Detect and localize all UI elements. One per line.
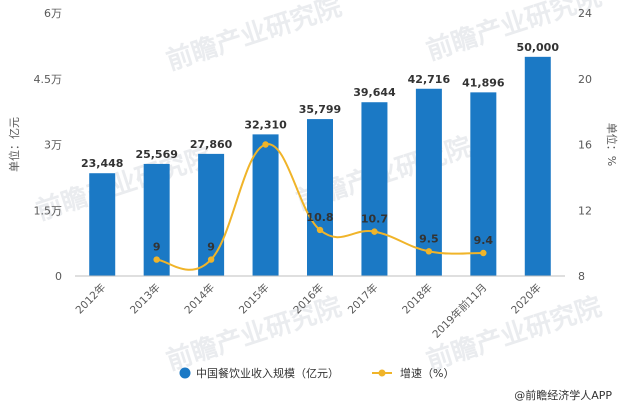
- bar-value-label: 50,000: [517, 41, 560, 54]
- watermark-text: 前瞻产业研究院: [163, 0, 346, 77]
- legend-line-dot: [378, 369, 386, 377]
- growth-line: [153, 141, 487, 271]
- bar: [198, 153, 225, 276]
- bar-value-label: 35,799: [299, 103, 341, 116]
- y-right-tick-label: 8: [578, 270, 585, 283]
- bar: [89, 173, 116, 276]
- growth-value-label: 9.5: [419, 232, 439, 245]
- bar: [361, 102, 388, 276]
- bar: [307, 119, 333, 276]
- bar: [470, 92, 497, 276]
- bar-value-label: 32,310: [244, 118, 287, 131]
- y-left-axis-title: 单位：亿元: [7, 117, 21, 172]
- growth-point: [371, 228, 378, 235]
- y-right-tick-label: 20: [578, 73, 592, 86]
- bar: [252, 134, 279, 276]
- x-tick-label: 2013年: [127, 281, 163, 317]
- y-right-tick-label: 12: [578, 204, 592, 217]
- source-credit: @前瞻经济学人APP: [514, 388, 612, 402]
- growth-value-label: 10.7: [361, 213, 388, 226]
- bar-value-label: 27,860: [190, 138, 233, 151]
- x-tick-label: 2017年: [345, 281, 381, 317]
- growth-value-label: 10.8: [306, 211, 333, 224]
- bar-value-label: 41,896: [462, 76, 505, 89]
- growth-point: [316, 226, 324, 234]
- legend: 中国餐饮业收入规模（亿元） 增速（%）: [179, 366, 454, 380]
- x-tick-label: 2012年: [73, 281, 109, 317]
- data-labels: 23,448 25,569 27,860 32,310 35,799 39,644 42,7…: [81, 41, 559, 254]
- x-tick-label: 2014年: [182, 281, 218, 317]
- legend-line-label: 增速（%）: [400, 366, 454, 380]
- y-left-tick-label: 0: [55, 270, 62, 283]
- growth-point: [480, 249, 487, 257]
- y-left-tick-label: 6万: [44, 7, 62, 20]
- y-left-tick-label: 3万: [44, 139, 62, 152]
- x-tick-label: 2018年: [399, 281, 435, 317]
- y-right-tick-label: 16: [578, 139, 592, 152]
- growth-point: [207, 256, 215, 263]
- y-right-tick-label: 24: [578, 7, 592, 20]
- x-tick-label: 2015年: [236, 281, 272, 317]
- bar-value-label: 42,716: [408, 73, 451, 86]
- growth-value-label: 9: [153, 241, 161, 254]
- legend-bar-label: 中国餐饮业收入规模（亿元）: [196, 366, 339, 380]
- bar-value-label: 39,644: [353, 86, 396, 99]
- legend-bar-marker: [179, 367, 191, 379]
- bar: [415, 88, 442, 276]
- y-right-axis-title: 单位：%: [605, 123, 619, 166]
- y-left-tick-label: 4.5万: [34, 73, 63, 86]
- bar-value-label: 23,448: [81, 157, 123, 170]
- bar-value-label: 25,569: [135, 148, 177, 161]
- growth-point: [262, 141, 269, 148]
- growth-value-label: 9: [207, 241, 215, 254]
- y-left-tick-label: 1.5万: [34, 204, 63, 217]
- growth-point: [153, 256, 160, 263]
- growth-value-label: 9.4: [474, 234, 494, 247]
- growth-point: [425, 248, 433, 255]
- bar: [524, 56, 551, 277]
